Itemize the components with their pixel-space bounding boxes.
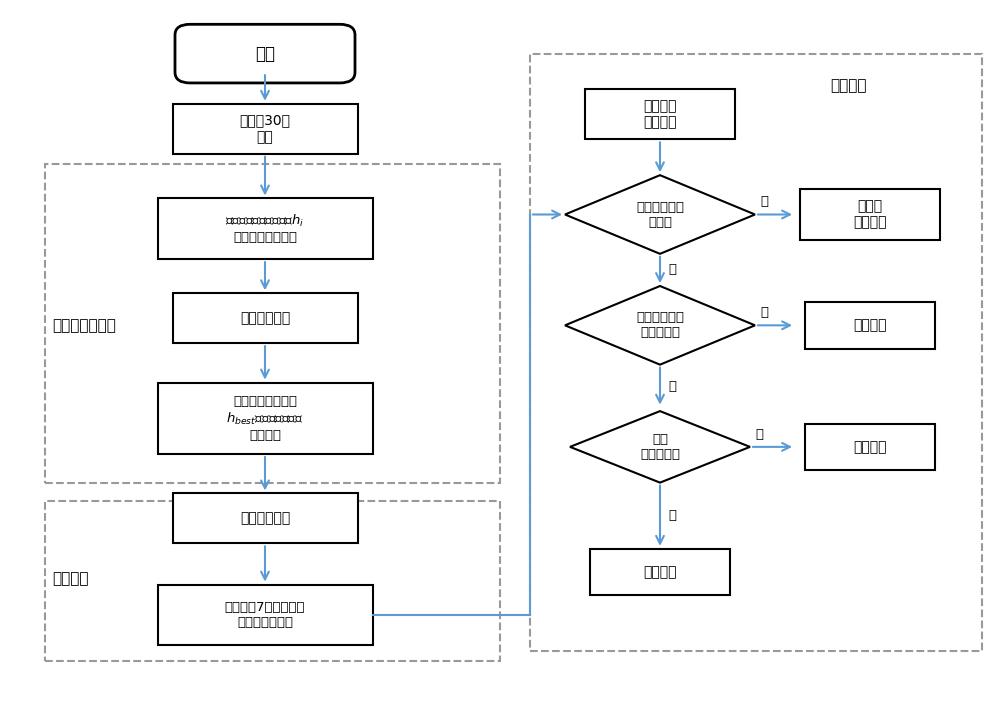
- Text: 是: 是: [668, 263, 676, 277]
- Text: 校正数据: 校正数据: [853, 318, 887, 332]
- Text: 模型参数优化: 模型参数优化: [240, 511, 290, 526]
- FancyBboxPatch shape: [590, 549, 730, 595]
- Text: 否: 否: [668, 509, 676, 522]
- Text: 气体浓度
检测数据: 气体浓度 检测数据: [643, 99, 677, 129]
- Text: 否: 否: [760, 195, 768, 208]
- FancyBboxPatch shape: [805, 302, 935, 349]
- Text: 是否
连续越限？: 是否 连续越限？: [640, 433, 680, 461]
- Text: 根据不同等级平滑因子$h_i$
进行异常値的检测: 根据不同等级平滑因子$h_i$ 进行异常値的检测: [225, 213, 305, 245]
- Text: 评价检测结果: 评价检测结果: [240, 311, 290, 325]
- FancyBboxPatch shape: [805, 423, 935, 470]
- FancyBboxPatch shape: [158, 383, 373, 454]
- Text: 得到未杒7天气体浓度
上下限序列数据: 得到未杒7天气体浓度 上下限序列数据: [225, 601, 305, 629]
- FancyBboxPatch shape: [173, 104, 358, 154]
- FancyBboxPatch shape: [173, 293, 358, 343]
- FancyBboxPatch shape: [158, 199, 373, 260]
- FancyBboxPatch shape: [173, 493, 358, 543]
- Polygon shape: [565, 286, 755, 365]
- FancyBboxPatch shape: [158, 585, 373, 645]
- Text: 预测模块: 预测模块: [52, 572, 88, 586]
- Text: 气体浓度是否
越限？: 气体浓度是否 越限？: [636, 200, 684, 229]
- Text: 是: 是: [755, 428, 763, 440]
- FancyBboxPatch shape: [585, 89, 735, 139]
- Text: 维持原
预警状态: 维持原 预警状态: [853, 199, 887, 230]
- Text: 气体浓度是否
越过下限？: 气体浓度是否 越过下限？: [636, 311, 684, 340]
- Polygon shape: [565, 175, 755, 254]
- FancyBboxPatch shape: [800, 189, 940, 240]
- Text: 一级预警: 一级预警: [643, 565, 677, 579]
- Text: 否: 否: [668, 380, 676, 393]
- Text: 开始: 开始: [255, 44, 275, 63]
- Text: 预警模块: 预警模块: [830, 79, 866, 93]
- Polygon shape: [570, 411, 750, 483]
- Text: 是: 是: [760, 306, 768, 319]
- Text: 输入前30天
数据: 输入前30天 数据: [240, 114, 290, 144]
- Text: 二级预警: 二级预警: [853, 440, 887, 454]
- Text: 非参数回归模块: 非参数回归模块: [52, 318, 116, 332]
- Text: 得到最优平滑因子
$h_{best}$及对应的上下限
时间序列: 得到最优平滑因子 $h_{best}$及对应的上下限 时间序列: [226, 395, 304, 442]
- FancyBboxPatch shape: [175, 24, 355, 83]
